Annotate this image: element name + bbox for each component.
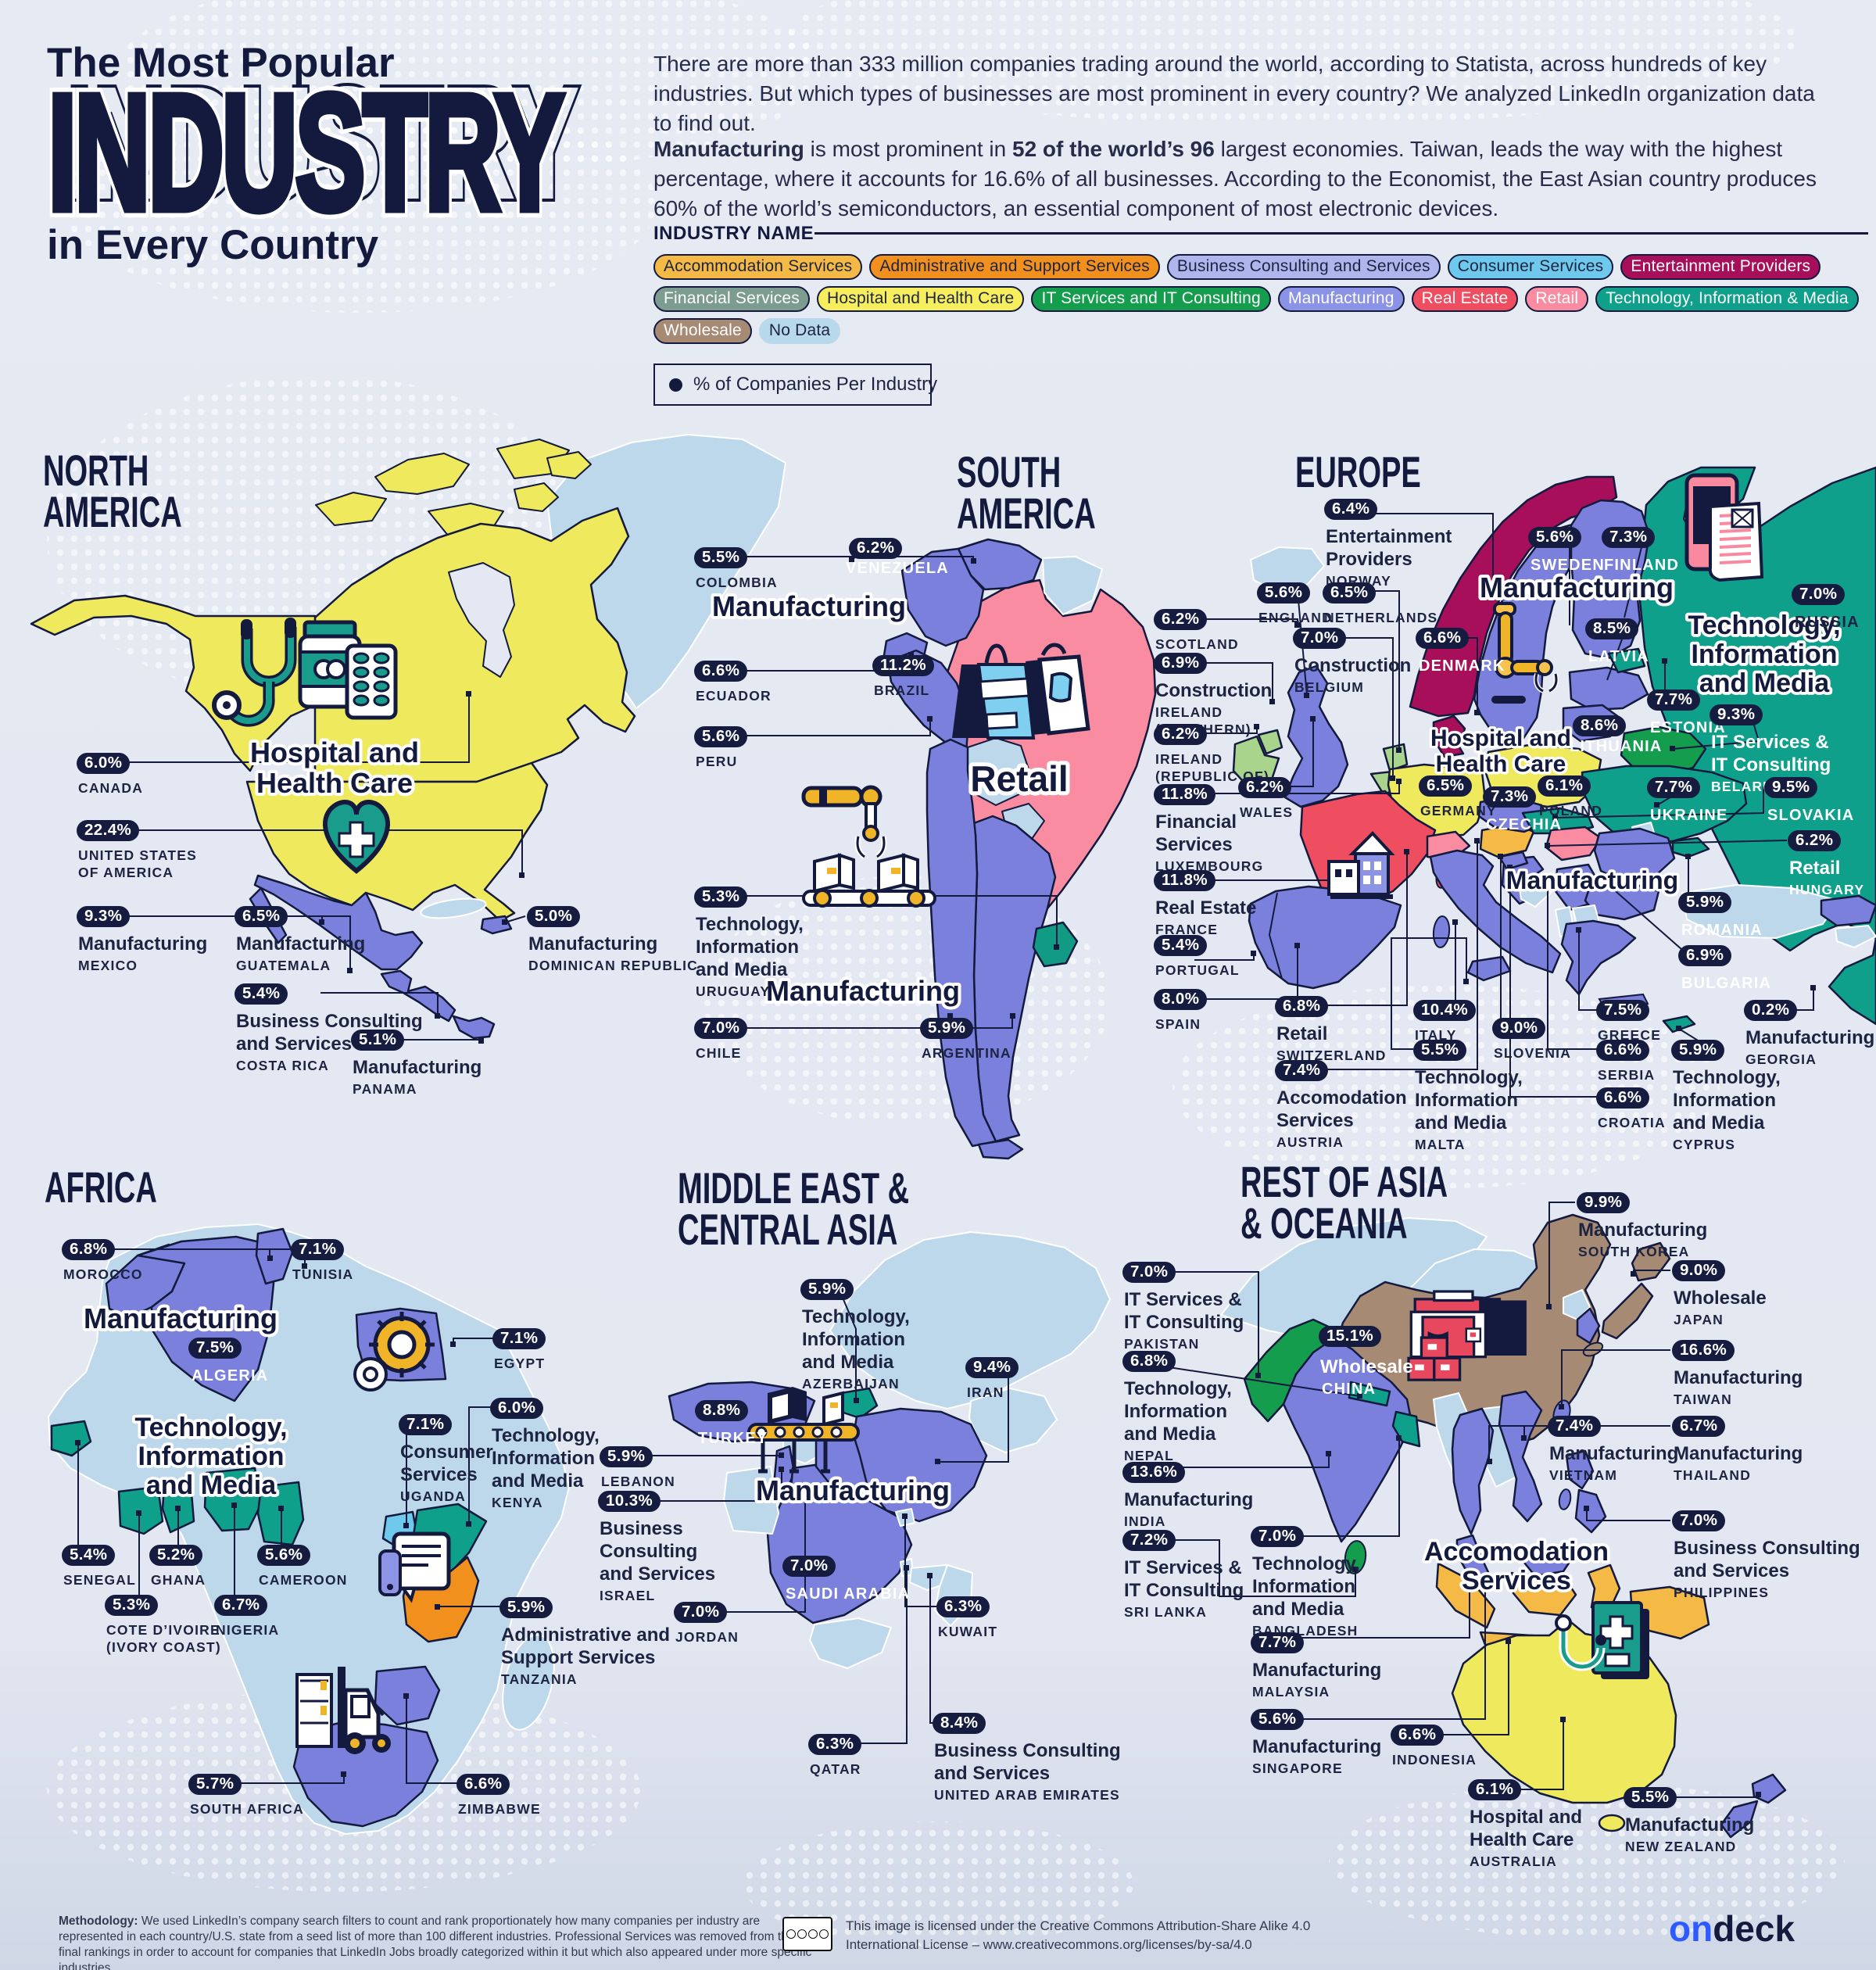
svg-text:and Media: and Media — [1699, 668, 1830, 698]
svg-text:Technology,: Technology, — [1688, 611, 1840, 640]
svg-text:Health Care: Health Care — [1436, 751, 1566, 777]
svg-text:Manufacturing: Manufacturing — [1506, 866, 1678, 894]
svg-text:Manufacturing: Manufacturing — [766, 975, 960, 1007]
svg-text:and Media: and Media — [146, 1470, 277, 1500]
svg-text:Information: Information — [138, 1442, 285, 1471]
svg-text:INDUSTRY: INDUSTRY — [65, 50, 580, 235]
svg-text:INDUSTRY: INDUSTRY — [48, 59, 563, 245]
svg-text:Manufacturing: Manufacturing — [756, 1474, 950, 1506]
svg-text:Health Care: Health Care — [256, 767, 413, 799]
svg-text:Hospital and: Hospital and — [250, 736, 419, 768]
svg-text:Retail: Retail — [970, 758, 1068, 799]
svg-text:Accomodation: Accomodation — [1424, 1537, 1609, 1567]
svg-text:Manufacturing: Manufacturing — [712, 590, 906, 622]
svg-text:Technology,: Technology, — [134, 1413, 287, 1442]
svg-text:Services: Services — [1462, 1566, 1571, 1596]
svg-text:INDUSTRY: INDUSTRY — [48, 59, 563, 245]
svg-text:Hospital and: Hospital and — [1430, 725, 1571, 751]
svg-text:Manufacturing: Manufacturing — [1480, 571, 1674, 604]
svg-text:Information: Information — [1692, 639, 1838, 669]
svg-text:Manufacturing: Manufacturing — [84, 1302, 277, 1334]
